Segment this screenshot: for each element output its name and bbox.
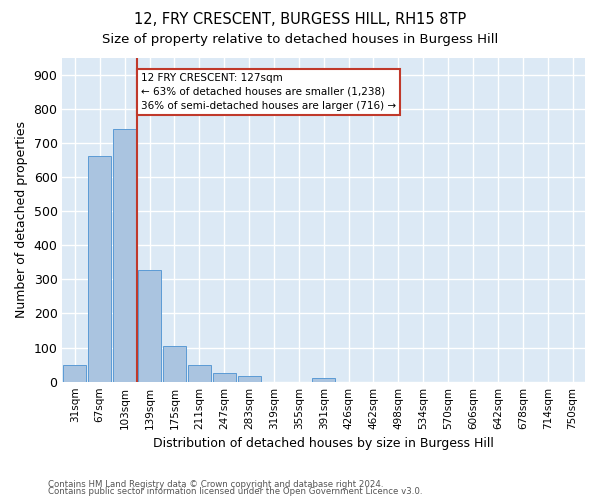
Text: Contains HM Land Registry data © Crown copyright and database right 2024.: Contains HM Land Registry data © Crown c… [48, 480, 383, 489]
Bar [213, 373, 236, 382]
Bar [64, 364, 86, 382]
Text: Contains public sector information licensed under the Open Government Licence v3: Contains public sector information licen… [48, 488, 422, 496]
Bar [312, 378, 335, 382]
Bar [188, 364, 211, 382]
Bar [163, 346, 186, 382]
Bar [138, 270, 161, 382]
Text: 12, FRY CRESCENT, BURGESS HILL, RH15 8TP: 12, FRY CRESCENT, BURGESS HILL, RH15 8TP [134, 12, 466, 28]
Bar [113, 129, 136, 382]
Bar [238, 376, 260, 382]
Y-axis label: Number of detached properties: Number of detached properties [15, 121, 28, 318]
Text: Size of property relative to detached houses in Burgess Hill: Size of property relative to detached ho… [102, 32, 498, 46]
X-axis label: Distribution of detached houses by size in Burgess Hill: Distribution of detached houses by size … [153, 437, 494, 450]
Text: 12 FRY CRESCENT: 127sqm
← 63% of detached houses are smaller (1,238)
36% of semi: 12 FRY CRESCENT: 127sqm ← 63% of detache… [141, 73, 396, 111]
Bar [88, 156, 111, 382]
